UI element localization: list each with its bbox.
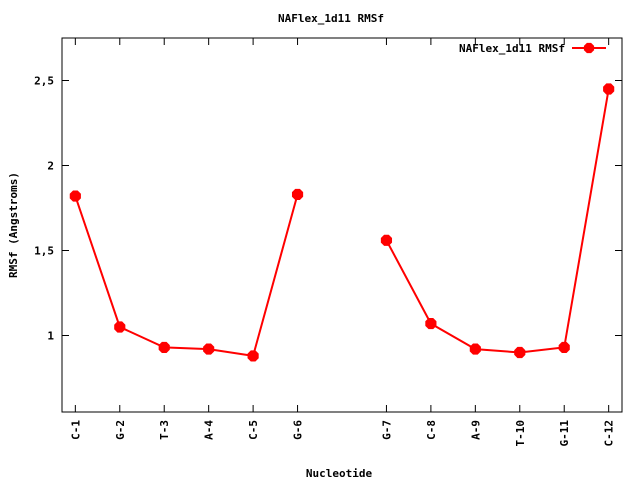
data-point [514,346,526,359]
y-tick-label: 1,5 [34,245,54,258]
y-tick-label: 1 [47,330,54,343]
y-axis-label: RMSf (Angstroms) [7,172,20,278]
x-tick-label: C-8 [425,420,438,440]
x-tick-label: C-1 [69,420,82,440]
legend-marker [583,42,595,54]
x-axis-label: Nucleotide [306,467,373,480]
x-tick-label: G-7 [380,420,393,440]
x-tick-label: A-4 [203,420,216,440]
x-tick-label: C-12 [603,420,616,447]
legend: NAFlex_1d11 RMSf [459,42,606,55]
x-tick-label: C-5 [247,420,260,440]
series-line [385,88,610,354]
y-tick-label: 2,5 [34,75,54,88]
series-layer [69,83,615,362]
data-point [247,350,259,362]
data-point [291,188,304,200]
x-axis: C-1 G-2 T-3 A-4 C-5 G-6 G-7 C-8 A-9 T-10 G-11 C-12 [69,38,616,447]
data-point [603,83,615,95]
x-tick-label: G-2 [114,420,127,440]
x-tick-label: T-3 [158,420,171,440]
data-point [203,343,215,355]
data-point [469,343,481,355]
y-tick-label: 2 [47,160,54,173]
y-axis: 1 1,5 2 2,5 [34,75,622,343]
x-tick-label: G-6 [292,420,305,440]
x-tick-label: G-11 [558,420,571,447]
data-point [558,341,570,353]
plot-frame [61,37,623,413]
series-line [74,194,299,358]
legend-label: NAFlex_1d11 RMSf [459,42,565,55]
data-point [425,318,437,330]
data-point [158,341,170,353]
data-point [69,190,81,202]
data-point [114,321,126,333]
data-point [380,234,393,246]
chart-title: NAFlex_1d11 RMSf [278,12,384,25]
x-tick-label: A-9 [469,420,482,440]
x-tick-label: T-10 [514,420,527,447]
